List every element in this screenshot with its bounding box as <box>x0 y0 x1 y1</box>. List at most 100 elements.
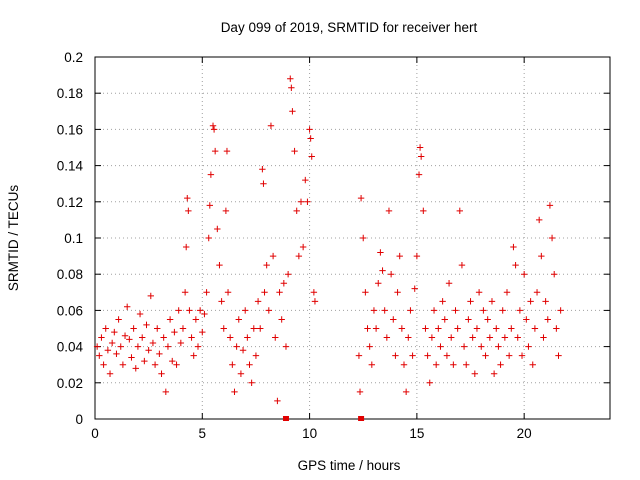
data-point <box>538 252 545 260</box>
data-point <box>377 249 384 256</box>
data-point <box>518 352 526 359</box>
data-point <box>495 343 502 350</box>
data-point <box>362 289 369 296</box>
data-point <box>490 370 498 377</box>
data-point <box>287 75 294 82</box>
data-point <box>233 343 240 350</box>
data-point <box>265 307 273 314</box>
data-point <box>108 339 116 347</box>
y-tick-label: 0.2 <box>64 50 83 65</box>
data-point <box>149 339 157 347</box>
data-point <box>190 352 197 359</box>
data-point <box>222 207 230 215</box>
data-point <box>257 325 264 332</box>
data-point <box>186 307 193 314</box>
data-point <box>156 350 163 358</box>
data-point <box>100 361 107 368</box>
data-point <box>478 343 485 350</box>
data-point <box>145 347 152 354</box>
data-point <box>151 361 159 368</box>
data-point <box>224 289 232 296</box>
data-point <box>383 334 391 341</box>
data-point <box>452 307 459 314</box>
data-point <box>443 352 451 359</box>
x-tick-label: 10 <box>302 426 317 441</box>
data-point <box>409 352 416 359</box>
data-point <box>237 370 245 377</box>
data-point <box>448 334 455 341</box>
data-point <box>141 357 148 365</box>
data-point <box>527 298 534 305</box>
data-point <box>260 180 267 187</box>
data-point <box>259 166 266 173</box>
data-point <box>544 316 551 323</box>
data-point <box>525 343 532 350</box>
data-point <box>201 310 208 318</box>
data-point <box>553 325 560 332</box>
data-point <box>497 361 504 368</box>
data-point <box>407 307 414 314</box>
data-point <box>158 370 165 377</box>
data-point <box>130 325 137 332</box>
data-point <box>392 352 399 359</box>
data-point <box>370 307 378 314</box>
data-point <box>400 361 408 368</box>
gap-marker <box>282 416 289 421</box>
data-point <box>411 285 418 292</box>
data-point <box>184 194 191 202</box>
x-tick-label: 0 <box>91 426 99 441</box>
data-point <box>555 352 562 359</box>
data-point <box>493 325 500 332</box>
data-point <box>192 316 200 323</box>
data-point <box>134 343 142 350</box>
data-point <box>473 325 481 332</box>
data-point <box>188 334 195 341</box>
data-point <box>426 379 433 386</box>
data-point <box>463 361 470 368</box>
data-point <box>307 135 314 142</box>
x-tick-label: 20 <box>517 426 532 441</box>
data-point <box>171 328 178 336</box>
data-point <box>415 171 423 178</box>
data-point <box>147 292 154 300</box>
data-point <box>551 271 558 278</box>
y-tick-label: 0.18 <box>57 86 83 101</box>
data-point <box>102 325 109 332</box>
data-point <box>531 325 539 332</box>
data-point <box>480 307 487 314</box>
data-point <box>119 361 127 368</box>
data-point <box>169 357 176 365</box>
data-point <box>194 343 202 350</box>
data-points <box>93 75 564 405</box>
data-point <box>514 334 521 341</box>
y-tick-label: 0.12 <box>57 195 83 210</box>
data-point <box>390 316 397 323</box>
data-point <box>469 334 476 341</box>
data-point <box>276 289 283 296</box>
data-point <box>166 316 174 323</box>
data-point <box>199 328 206 336</box>
data-point <box>310 289 318 296</box>
data-point <box>244 334 251 341</box>
data-point <box>405 334 412 341</box>
data-point <box>205 234 212 242</box>
data-point <box>254 298 262 305</box>
data-point <box>375 280 382 287</box>
data-point <box>179 325 187 332</box>
data-point <box>394 289 401 296</box>
data-point <box>484 316 491 323</box>
data-point <box>422 325 429 332</box>
y-tick-label: 0.08 <box>57 267 83 282</box>
data-point <box>437 343 444 350</box>
chart-title: Day 099 of 2019, SRMTID for receiver her… <box>221 20 478 35</box>
data-point <box>542 298 549 305</box>
data-point <box>278 316 285 323</box>
data-point <box>308 153 315 160</box>
data-point <box>218 298 225 305</box>
data-point <box>160 334 167 341</box>
data-point <box>173 361 180 368</box>
y-axis-label: SRMTID / TECUs <box>6 185 21 292</box>
data-point <box>505 352 513 359</box>
data-point <box>396 252 403 260</box>
data-point <box>417 153 425 160</box>
